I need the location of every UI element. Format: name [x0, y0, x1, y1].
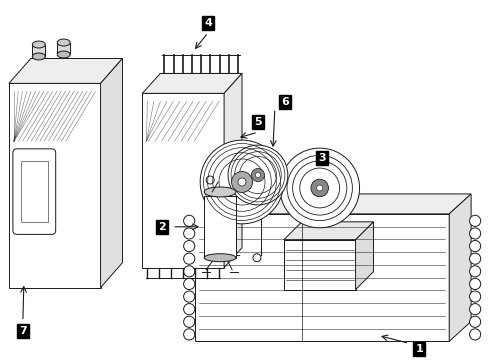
Polygon shape	[449, 194, 471, 341]
Circle shape	[311, 179, 328, 197]
Circle shape	[184, 253, 195, 264]
Circle shape	[469, 316, 481, 327]
Bar	[143, 93, 224, 268]
Polygon shape	[9, 58, 122, 84]
Circle shape	[184, 240, 195, 252]
Circle shape	[184, 228, 195, 239]
Ellipse shape	[32, 53, 45, 60]
Circle shape	[317, 185, 323, 191]
Bar	[9, 84, 100, 288]
Polygon shape	[356, 222, 373, 289]
Bar	[32, 45, 45, 57]
Circle shape	[469, 266, 481, 277]
Text: 6: 6	[281, 97, 289, 107]
Bar	[57, 42, 70, 54]
Polygon shape	[224, 73, 242, 268]
Circle shape	[184, 291, 195, 302]
Circle shape	[184, 266, 195, 277]
Text: 3: 3	[318, 153, 325, 163]
Circle shape	[469, 303, 481, 315]
Bar	[195, 214, 449, 341]
Circle shape	[251, 168, 265, 181]
Circle shape	[469, 278, 481, 289]
Circle shape	[184, 215, 195, 226]
Circle shape	[469, 215, 481, 226]
Ellipse shape	[57, 51, 70, 58]
Circle shape	[469, 253, 481, 264]
Circle shape	[469, 329, 481, 340]
Text: 4: 4	[204, 18, 212, 28]
Polygon shape	[284, 222, 373, 240]
Circle shape	[184, 303, 195, 315]
Text: 2: 2	[158, 222, 166, 232]
Circle shape	[200, 140, 284, 224]
Circle shape	[469, 291, 481, 302]
Circle shape	[255, 172, 261, 177]
Circle shape	[228, 145, 288, 205]
Circle shape	[280, 148, 360, 228]
Circle shape	[469, 240, 481, 252]
Circle shape	[184, 278, 195, 289]
Text: 7: 7	[19, 327, 27, 336]
Text: 5: 5	[254, 117, 262, 127]
Bar	[284, 240, 356, 289]
Text: 1: 1	[416, 345, 423, 354]
Ellipse shape	[57, 39, 70, 46]
Circle shape	[184, 329, 195, 340]
Circle shape	[232, 171, 252, 193]
Circle shape	[238, 178, 246, 186]
Bar	[21, 161, 48, 222]
Ellipse shape	[204, 187, 236, 197]
Ellipse shape	[32, 41, 45, 48]
Bar	[204, 196, 236, 258]
Polygon shape	[143, 73, 242, 93]
Polygon shape	[195, 194, 471, 214]
FancyBboxPatch shape	[13, 149, 56, 234]
Circle shape	[469, 228, 481, 239]
Ellipse shape	[204, 254, 236, 262]
Circle shape	[184, 316, 195, 327]
Polygon shape	[100, 58, 122, 288]
